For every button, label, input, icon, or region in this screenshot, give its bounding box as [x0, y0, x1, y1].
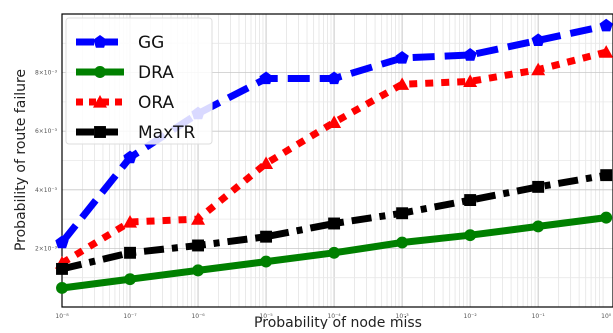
legend-label-gg: GG: [138, 33, 164, 53]
data-point-ora: [327, 115, 342, 129]
data-point-ora: [531, 62, 546, 76]
data-point-maxtr: [328, 217, 341, 230]
x-tick-label: 10⁻¹: [532, 313, 546, 320]
data-point-maxtr: [192, 239, 204, 252]
x-tick-label: 10⁻⁶: [191, 313, 205, 320]
data-point-ora: [191, 212, 206, 225]
legend-marker-dra: [94, 66, 106, 78]
legend-marker-maxtr: [94, 126, 106, 138]
data-point-dra: [464, 229, 477, 242]
data-point-gg: [599, 18, 613, 32]
data-point-maxtr: [600, 169, 613, 182]
plot-frame: [61, 13, 613, 308]
legend-marker-gg: [93, 35, 107, 48]
legend-entry-ora: ORA: [76, 93, 175, 113]
legend-entry-dra: DRA: [76, 63, 174, 83]
legend-label-maxtr: MaxTR: [138, 123, 196, 143]
data-point-maxtr: [260, 230, 273, 243]
data-point-gg: [531, 33, 545, 46]
x-axis-label: Probability of node miss: [254, 315, 422, 329]
data-point-maxtr: [532, 180, 545, 193]
x-tick-label: 10⁻⁷: [123, 313, 137, 320]
data-point-maxtr: [464, 194, 477, 207]
y-tick-label: 4×10⁻³: [35, 187, 58, 194]
data-point-dra: [396, 236, 409, 249]
legend-marker-ora: [93, 95, 107, 108]
x-tick-label: 10⁰: [601, 313, 612, 320]
data-point-dra: [532, 220, 545, 233]
data-point-gg: [55, 235, 69, 249]
data-point-dra: [56, 282, 68, 294]
data-point-maxtr: [56, 262, 68, 275]
data-point-dra: [192, 264, 204, 277]
series-maxtr: [56, 169, 613, 275]
x-tick-label: 10⁻⁵: [259, 313, 273, 320]
data-point-dra: [260, 255, 273, 268]
y-tick-label: 6×10⁻³: [35, 128, 58, 135]
data-point-maxtr: [124, 246, 136, 259]
x-tick-label: 10⁻⁴: [327, 313, 341, 320]
legend: GG DRA ORA MaxTR: [65, 17, 213, 145]
data-point-maxtr: [396, 207, 409, 220]
legend-label-dra: DRA: [138, 63, 174, 83]
legend-entry-maxtr: MaxTR: [76, 123, 196, 143]
data-point-gg: [463, 48, 477, 61]
data-point-ora: [599, 45, 613, 58]
data-point-ora: [395, 77, 410, 90]
data-point-dra: [328, 246, 341, 259]
data-point-gg: [327, 71, 341, 85]
y-tick-label: 2×10⁻³: [35, 245, 58, 252]
data-point-dra: [124, 273, 136, 286]
data-point-gg: [395, 51, 409, 64]
legend-box: [65, 17, 213, 145]
data-point-dra: [600, 211, 613, 224]
data-point-gg: [123, 150, 137, 164]
y-axis-label: Probability of route failure: [13, 69, 29, 251]
data-point-gg: [259, 71, 273, 85]
ticks: 10⁻⁸ 10⁻⁷ 10⁻⁶ 10⁻⁵ 10⁻⁴ 10⁻³ 10⁻² 10⁻¹ 10⁰ 2×10⁻…: [35, 70, 612, 320]
data-point-ora: [123, 215, 138, 228]
x-tick-label: 10⁻²: [464, 313, 478, 320]
x-tick-label: 10⁻³: [396, 313, 410, 320]
data-point-ora: [463, 74, 478, 87]
data-point-ora: [259, 156, 274, 170]
x-tick-label: 10⁻⁸: [55, 313, 69, 320]
legend-entry-gg: GG: [76, 33, 164, 53]
series-dra: [56, 211, 613, 294]
series-line-ora: [60, 48, 608, 267]
series-line-maxtr: [61, 171, 607, 273]
legend-label-ora: ORA: [138, 93, 175, 113]
y-tick-label: 8×10⁻³: [35, 70, 58, 77]
